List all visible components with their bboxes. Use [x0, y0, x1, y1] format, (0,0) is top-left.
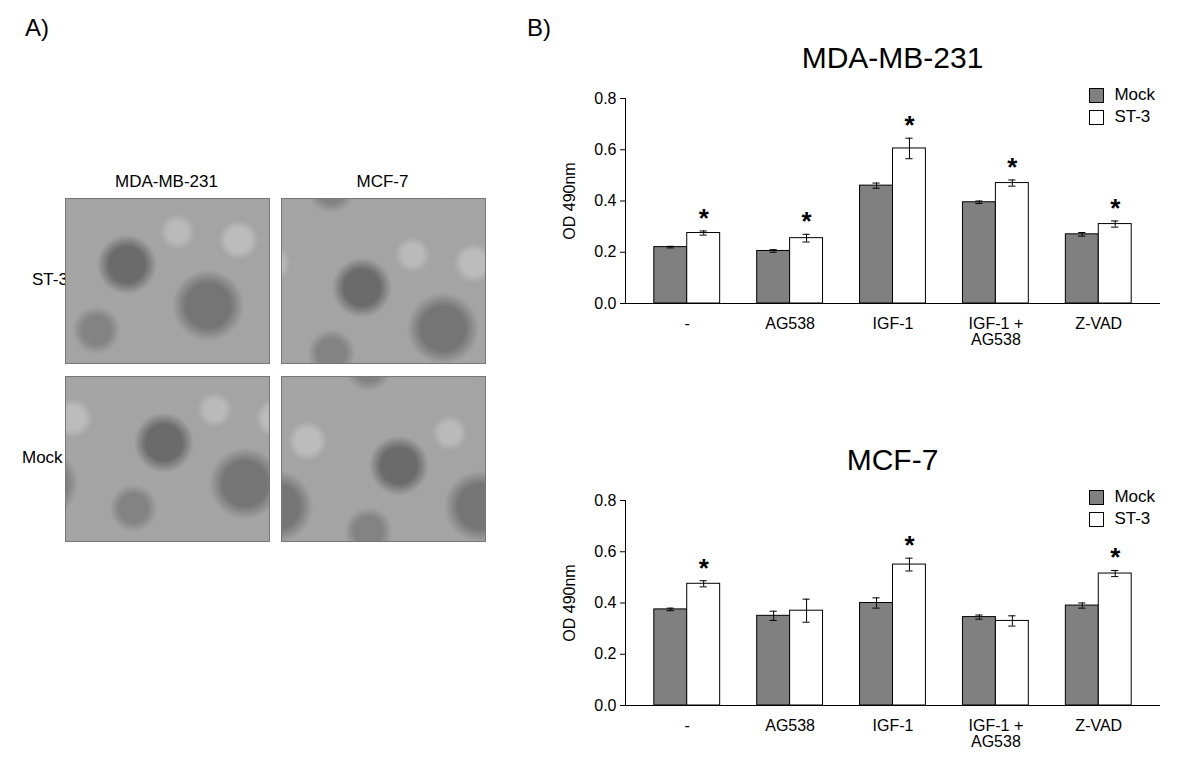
svg-text:*: *: [1007, 152, 1018, 182]
svg-text:0.8: 0.8: [594, 90, 616, 107]
svg-text:IGF-1 +AG538: IGF-1 +AG538: [969, 717, 1024, 750]
html-text:MDA-MB-231: MDA-MB-231: [801, 41, 984, 74]
svg-text:0.0: 0.0: [594, 295, 616, 312]
svg-text:*: *: [904, 110, 915, 140]
html-text:ST-3: ST-3: [1114, 509, 1151, 528]
svg-text:0.6: 0.6: [594, 543, 616, 560]
html-text:MCF-7: MCF-7: [846, 443, 939, 476]
svg-text:0.2: 0.2: [594, 645, 616, 662]
html-text:B): B): [527, 14, 551, 41]
svg-text:*: *: [699, 553, 710, 583]
html-text:MCF-7: MCF-7: [356, 172, 409, 191]
html-text:MDA-MB-231: MDA-MB-231: [115, 172, 218, 191]
html-text:Mock: Mock: [1114, 487, 1155, 506]
svg-text:0.6: 0.6: [594, 141, 616, 158]
svg-text:OD 490nm: OD 490nm: [561, 564, 578, 641]
html-text:ST-3: ST-3: [1114, 107, 1151, 126]
svg-text:-: -: [685, 315, 690, 332]
svg-text:Z-VAD: Z-VAD: [1075, 717, 1122, 734]
svg-text:OD 490nm: OD 490nm: [561, 162, 578, 239]
svg-text:*: *: [699, 203, 710, 233]
svg-text:AG538: AG538: [765, 315, 815, 332]
svg-text:Z-VAD: Z-VAD: [1075, 315, 1122, 332]
svg-text:IGF-1: IGF-1: [873, 315, 914, 332]
svg-text:AG538: AG538: [765, 717, 815, 734]
svg-text:0.0: 0.0: [594, 697, 616, 714]
html-text:Mock: Mock: [22, 448, 63, 467]
svg-text:0.4: 0.4: [594, 594, 616, 611]
svg-text:IGF-1: IGF-1: [873, 717, 914, 734]
html-text:A): A): [25, 14, 49, 41]
html-text:ST-3: ST-3: [32, 270, 68, 289]
svg-text:0.4: 0.4: [594, 192, 616, 209]
svg-text:IGF-1 +AG538: IGF-1 +AG538: [969, 315, 1024, 348]
svg-text:*: *: [904, 530, 915, 560]
svg-text:*: *: [1110, 542, 1121, 572]
svg-text:-: -: [685, 717, 690, 734]
svg-text:0.2: 0.2: [594, 243, 616, 260]
html-text:Mock: Mock: [1114, 85, 1155, 104]
svg-text:*: *: [802, 206, 813, 236]
svg-text:0.8: 0.8: [594, 492, 616, 509]
svg-text:*: *: [1110, 193, 1121, 223]
